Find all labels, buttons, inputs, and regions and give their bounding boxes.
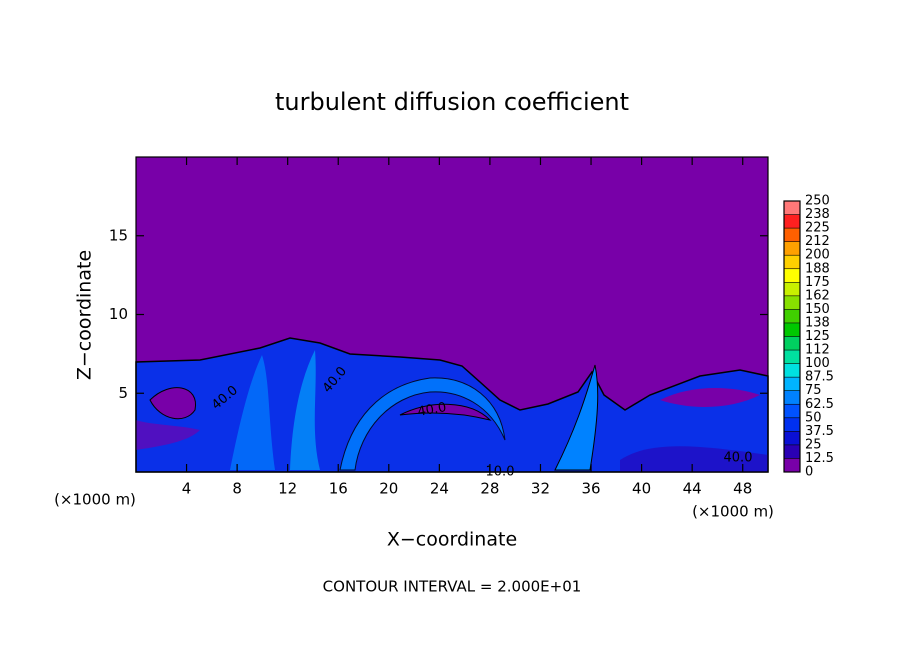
y-tick-label: 5 (118, 384, 128, 402)
colorbar-label: 175 (805, 275, 830, 290)
colorbar-label: 150 (805, 302, 830, 317)
colorbar-label: 225 (805, 221, 830, 236)
colorbar-band (784, 431, 800, 445)
x-tick-label: 36 (581, 480, 600, 498)
colorbar-label: 100 (805, 356, 830, 371)
colorbar-label: 25 (805, 437, 822, 452)
colorbar-label: 12.5 (805, 451, 834, 466)
x-tick-label: 48 (733, 480, 752, 498)
colorbar-band (784, 255, 800, 269)
x-tick-label: 20 (379, 480, 398, 498)
colorbar-label: 0 (805, 465, 813, 480)
colorbar-band (784, 444, 800, 459)
colorbar-band (784, 268, 800, 283)
x-tick-label: 8 (232, 480, 242, 498)
colorbar-band (784, 228, 800, 242)
x-tick-label: 28 (480, 480, 499, 498)
footnote: CONTOUR INTERVAL = 2.000E+01 (323, 578, 582, 596)
x-unit-label: (×1000 m) (54, 491, 136, 509)
colorbar-band (784, 201, 800, 215)
colorbar-band (784, 417, 800, 432)
x-tick-label: 16 (329, 480, 348, 498)
x-tick-label: 40 (632, 480, 651, 498)
x-tick-label: 12 (278, 480, 297, 498)
colorbar-label: 250 (805, 194, 830, 209)
x-unit-label: (×1000 m) (692, 503, 774, 521)
colorbar-label: 50 (805, 410, 822, 425)
colorbar-band (784, 336, 800, 351)
x-tick-label: 24 (430, 480, 449, 498)
colorbar-label: 75 (805, 383, 822, 398)
colorbar-band (784, 214, 800, 229)
colorbar-band (784, 350, 800, 364)
colorbar-band (784, 390, 800, 405)
colorbar-band (784, 377, 800, 391)
x-axis-label: X−coordinate (387, 529, 517, 551)
colorbar-band (784, 458, 800, 472)
contour-label: 40.0 (416, 400, 447, 420)
contour-label: 10.0 (486, 465, 515, 480)
colorbar-label: 125 (805, 329, 830, 344)
colorbar-band (784, 241, 800, 256)
chart-title: turbulent diffusion coefficient (275, 88, 629, 116)
y-tick-label: 10 (109, 305, 128, 323)
colorbar-label: 188 (805, 261, 830, 276)
colorbar-label: 238 (805, 207, 830, 222)
y-tick-label: 15 (109, 226, 128, 244)
colorbar-label: 112 (805, 343, 830, 358)
field (135, 157, 769, 473)
colorbar-label: 62.5 (805, 397, 834, 412)
colorbar-band (784, 322, 800, 337)
colorbar-band (784, 282, 800, 296)
colorbar-band (784, 404, 800, 418)
colorbar-label: 37.5 (805, 424, 834, 439)
colorbar-band (784, 363, 800, 378)
y-axis-label: Z−coordinate (74, 250, 96, 380)
colorbar-label: 200 (805, 248, 830, 263)
colorbar-band (784, 295, 800, 310)
x-tick-label: 44 (683, 480, 702, 498)
contour-label: 40.0 (724, 451, 753, 466)
colorbar-label: 212 (805, 234, 830, 249)
colorbar-label: 87.5 (805, 370, 834, 385)
x-tick-label: 4 (182, 480, 192, 498)
colorbar-label: 138 (805, 315, 830, 330)
colorbar-band (784, 309, 800, 323)
colorbar-label: 162 (805, 288, 830, 303)
x-tick-label: 32 (531, 480, 550, 498)
